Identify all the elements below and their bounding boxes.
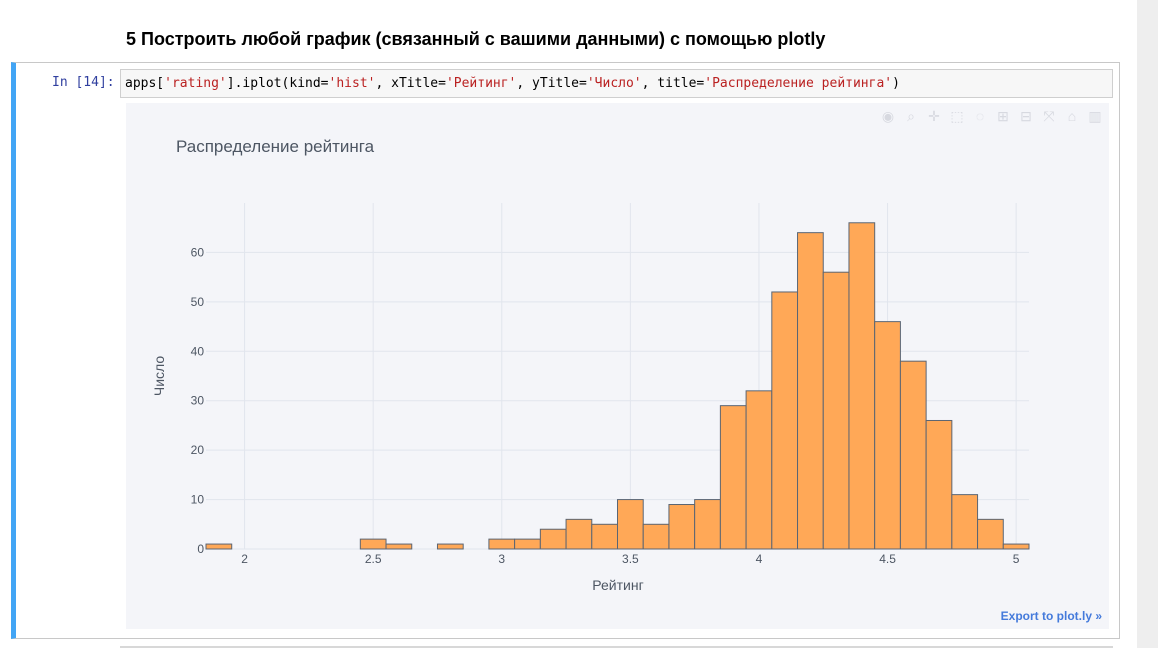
plot-modebar: ◉ ⌕ ✛ ⬚ ◌ ⊞ ⊟ ⤧ ⌂ ▥: [878, 107, 1105, 125]
y-axis-label: Число: [151, 356, 167, 396]
histogram-chart[interactable]: 2 2.5 3 3.5 4 4.5 5 0 10 20 30 40 50 60 Рейтинг Числ…: [126, 103, 1109, 629]
x-tick-label: 2.5: [365, 552, 382, 566]
right-gutter: [1137, 0, 1158, 648]
histogram-bar[interactable]: [925, 419, 953, 550]
histogram-bar[interactable]: [514, 538, 541, 550]
code-string: 'Распределение рейтинга': [704, 76, 893, 91]
histogram-bar[interactable]: [385, 543, 413, 550]
plot-area[interactable]: Распределение рейтинга ◉ ⌕ ✛ ⬚ ◌ ⊞ ⊟ ⤧ ⌂ ▥ 2 2.5 3 3…: [126, 103, 1109, 629]
code-string: 'hist': [328, 76, 376, 91]
zoom-in-icon[interactable]: ⊞: [997, 108, 1009, 124]
code-token: , title=: [641, 76, 705, 91]
histogram-bar[interactable]: [488, 538, 516, 550]
code-token: , xTitle=: [375, 76, 446, 91]
x-axis-label: Рейтинг: [592, 577, 643, 593]
code-token: , yTitle=: [516, 76, 587, 91]
section-heading: 5 Построить любой график (связанный с ва…: [126, 29, 826, 49]
y-tick-label: 10: [191, 493, 205, 507]
code-string: 'Число': [586, 76, 642, 91]
zoom-icon[interactable]: ⌕: [907, 108, 915, 124]
chart-title: Распределение рейтинга: [176, 137, 375, 156]
histogram-bar[interactable]: [1002, 543, 1030, 550]
code-token: apps[: [125, 76, 165, 91]
lasso-icon[interactable]: ◌: [975, 108, 985, 124]
zoom-out-icon[interactable]: ⊟: [1020, 108, 1032, 124]
histogram-bar[interactable]: [436, 543, 464, 550]
y-tick-label: 50: [191, 295, 205, 309]
pan-icon[interactable]: ✛: [928, 108, 940, 124]
camera-icon[interactable]: ◉: [881, 108, 895, 124]
code-input[interactable]: apps['rating'].iplot(kind='hist', xTitle…: [120, 69, 1113, 98]
histogram-bar[interactable]: [668, 504, 696, 550]
box-select-icon[interactable]: ⬚: [950, 108, 964, 124]
y-tick-label: 60: [191, 245, 205, 259]
y-tick-label: 0: [197, 542, 204, 556]
histogram-bar[interactable]: [591, 523, 618, 550]
autoscale-icon[interactable]: ⤧: [1043, 108, 1055, 124]
histogram-bar[interactable]: [745, 390, 773, 550]
y-tick-label: 40: [191, 344, 205, 358]
histogram-bar[interactable]: [848, 222, 876, 550]
next-cell-edge: [120, 646, 1113, 648]
histogram-bar[interactable]: [694, 499, 721, 550]
x-tick-label: 5: [1013, 552, 1020, 566]
histogram-bar[interactable]: [539, 528, 567, 550]
plotly-logo-icon[interactable]: ▥: [1088, 108, 1102, 124]
histogram-bar[interactable]: [771, 291, 799, 550]
code-string: 'rating': [164, 76, 227, 91]
histogram-bar[interactable]: [565, 518, 593, 550]
bars: [205, 222, 1030, 550]
histogram-bar[interactable]: [874, 321, 901, 550]
export-link[interactable]: Export to plot.ly »: [1000, 609, 1102, 623]
histogram-bar[interactable]: [797, 232, 824, 550]
x-tick-label: 4: [756, 552, 763, 566]
histogram-bar[interactable]: [205, 543, 233, 550]
y-tick-label: 20: [191, 443, 205, 457]
histogram-bar[interactable]: [719, 405, 747, 550]
x-tick-label: 3: [498, 552, 505, 566]
y-tick-label: 30: [191, 394, 205, 408]
histogram-bar[interactable]: [899, 360, 927, 550]
x-tick-label: 3.5: [622, 552, 639, 566]
histogram-bar[interactable]: [359, 538, 387, 550]
cell-prompt: In [14]:: [52, 75, 115, 90]
code-token: ].iplot(kind=: [226, 76, 329, 91]
y-tick-labels: 0 10 20 30 40 50 60: [191, 245, 205, 556]
histogram-bar[interactable]: [617, 499, 644, 550]
code-string: 'Рейтинг': [445, 76, 517, 91]
histogram-bar[interactable]: [977, 518, 1004, 550]
histogram-bar[interactable]: [642, 523, 670, 550]
histogram-bar[interactable]: [822, 271, 850, 550]
reset-axes-icon[interactable]: ⌂: [1067, 108, 1077, 124]
x-tick-label: 2: [241, 552, 248, 566]
code-token: ): [892, 76, 900, 91]
x-tick-labels: 2 2.5 3 3.5 4 4.5 5: [241, 552, 1020, 566]
x-tick-label: 4.5: [879, 552, 896, 566]
histogram-bar[interactable]: [951, 494, 979, 550]
